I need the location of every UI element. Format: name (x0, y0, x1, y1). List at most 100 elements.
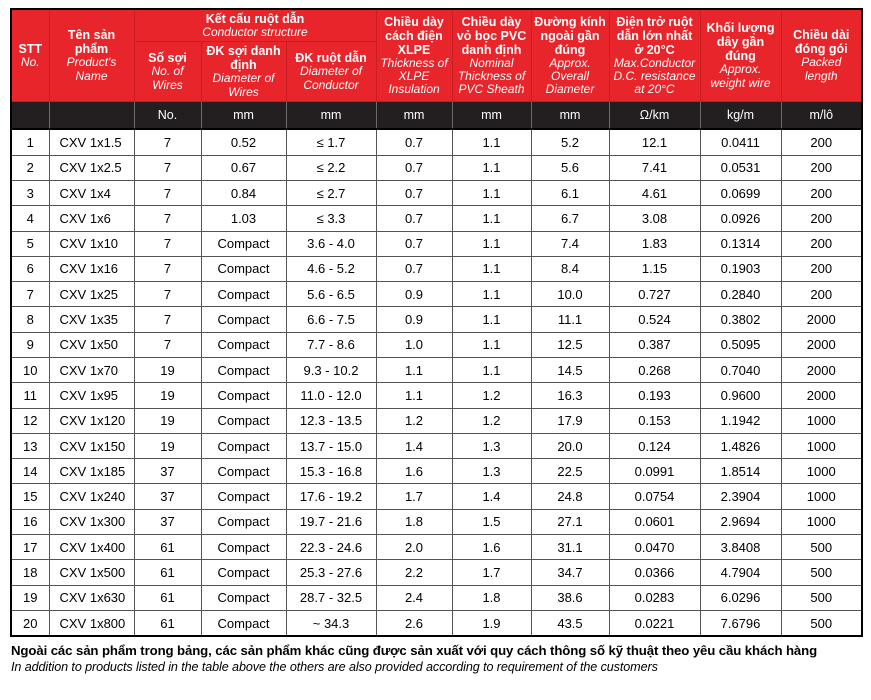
cell-product-name: CXV 1x35 (48, 306, 135, 333)
cell-diameter-of-wires: Compact (200, 609, 287, 638)
cable-specification-table: STT No. Tên sản phẩm Product's Name Kết … (10, 8, 863, 638)
cell-xlpe-insulation: 0.7 (375, 154, 453, 181)
col-header-product-name-en: Product's Name (66, 55, 117, 83)
cell-diameter-of-wires: Compact (200, 230, 287, 257)
cell-overall-diameter: 43.5 (530, 609, 610, 638)
cell-dc-resistance: 0.0754 (608, 483, 701, 510)
cell-overall-diameter: 14.5 (530, 356, 610, 384)
cell-no: 6 (10, 255, 50, 283)
unit-xlpe-insulation: mm (375, 101, 453, 131)
col-header-weight: Khối lượng dây gần đúng Approx. weight w… (699, 8, 782, 103)
cell-weight: 0.1903 (699, 255, 782, 283)
cell-product-name: CXV 1x630 (48, 584, 135, 611)
cell-pvc-sheath: 1.1 (451, 128, 532, 156)
cell-no-of-wires: 61 (133, 559, 202, 586)
cell-weight: 7.6796 (699, 609, 782, 638)
cell-dc-resistance: 0.124 (608, 432, 701, 460)
cell-diameter-of-conductor: 19.7 - 21.6 (285, 508, 377, 536)
cell-no: 2 (10, 154, 50, 181)
col-header-dc-resistance-vn: Điện trở ruột dẫn lớn nhất ở 20°C (616, 14, 693, 57)
cell-pvc-sheath: 1.1 (451, 281, 532, 308)
cell-diameter-of-wires: Compact (200, 534, 287, 561)
cell-overall-diameter: 5.6 (530, 154, 610, 181)
cell-no-of-wires: 61 (133, 584, 202, 611)
cell-product-name: CXV 1x25 (48, 281, 135, 308)
cell-no: 9 (10, 331, 50, 358)
cell-product-name: CXV 1x4 (48, 179, 135, 207)
cell-diameter-of-wires: 0.52 (200, 128, 287, 156)
table-row: 19 CXV 1x630 61 Compact 28.7 - 32.5 2.4 1.8 38.… (10, 584, 863, 611)
cell-diameter-of-conductor: ~ 34.3 (285, 609, 377, 638)
cell-pvc-sheath: 1.6 (451, 534, 532, 561)
cell-no: 13 (10, 432, 50, 460)
cell-packed-length: 500 (780, 609, 863, 638)
col-header-weight-en: Approx. weight wire (710, 62, 771, 90)
cell-product-name: CXV 1x70 (48, 356, 135, 384)
table-row: 4 CXV 1x6 7 1.03 ≤ 3.3 0.7 1.1 6.7 3.08 0.0926 200 (10, 205, 863, 232)
table-row: 9 CXV 1x50 7 Compact 7.7 - 8.6 1.0 1.1 12.5 0.38… (10, 331, 863, 358)
cell-no: 7 (10, 281, 50, 308)
cell-weight: 0.0926 (699, 205, 782, 232)
cell-dc-resistance: 0.524 (608, 306, 701, 333)
cell-packed-length: 500 (780, 559, 863, 586)
unit-dc-resistance: Ω/km (608, 101, 701, 131)
cell-dc-resistance: 12.1 (608, 128, 701, 156)
cell-weight: 6.0296 (699, 584, 782, 611)
cell-no-of-wires: 7 (133, 205, 202, 232)
col-header-product-name-vn: Tên sản phẩm (67, 28, 116, 57)
cell-weight: 1.4826 (699, 432, 782, 460)
cell-pvc-sheath: 1.1 (451, 154, 532, 181)
cell-diameter-of-wires: Compact (200, 483, 287, 510)
cell-product-name: CXV 1x500 (48, 559, 135, 586)
table-row: 1 CXV 1x1.5 7 0.52 ≤ 1.7 0.7 1.1 5.2 12.1 0.0411 2… (10, 128, 863, 156)
col-header-weight-vn: Khối lượng dây gần đúng (706, 21, 775, 64)
cell-diameter-of-conductor: 3.6 - 4.0 (285, 230, 377, 257)
cell-xlpe-insulation: 1.0 (375, 331, 453, 358)
cell-no-of-wires: 7 (133, 255, 202, 283)
cell-diameter-of-conductor: 12.3 - 13.5 (285, 407, 377, 434)
cell-no: 14 (10, 458, 50, 485)
cell-pvc-sheath: 1.1 (451, 255, 532, 283)
cell-pvc-sheath: 1.5 (451, 508, 532, 536)
cell-overall-diameter: 17.9 (530, 407, 610, 434)
cell-diameter-of-wires: 0.67 (200, 154, 287, 181)
cell-weight: 4.7904 (699, 559, 782, 586)
cell-pvc-sheath: 1.4 (451, 483, 532, 510)
cell-packed-length: 2000 (780, 382, 863, 409)
cell-product-name: CXV 1x10 (48, 230, 135, 257)
cell-dc-resistance: 0.0221 (608, 609, 701, 638)
cell-dc-resistance: 1.83 (608, 230, 701, 257)
cell-pvc-sheath: 1.9 (451, 609, 532, 638)
footer-note-english: In addition to products listed in the ta… (11, 660, 658, 675)
cell-weight: 0.0699 (699, 179, 782, 207)
col-header-conductor-structure-en: Conductor structure (202, 25, 308, 39)
cell-diameter-of-wires: Compact (200, 356, 287, 384)
cell-overall-diameter: 8.4 (530, 255, 610, 283)
unit-weight: kg/m (699, 101, 782, 131)
table-row: 5 CXV 1x10 7 Compact 3.6 - 4.0 0.7 1.1 7.4 1.83 0… (10, 230, 863, 257)
cell-no: 12 (10, 407, 50, 434)
cell-pvc-sheath: 1.8 (451, 584, 532, 611)
col-header-diameter-of-wires-vn: ĐK sợi danh định (206, 44, 281, 73)
col-header-xlpe-insulation-en: Thickness of XLPE Insulation (380, 55, 448, 97)
cell-dc-resistance: 0.0366 (608, 559, 701, 586)
unit-product-name (48, 101, 135, 131)
cell-packed-length: 500 (780, 534, 863, 561)
col-header-pvc-sheath-en: Nominal Thickness of PVC Sheath (457, 55, 526, 97)
cell-weight: 3.8408 (699, 534, 782, 561)
cell-dc-resistance: 0.0470 (608, 534, 701, 561)
cell-dc-resistance: 0.268 (608, 356, 701, 384)
header-row-top: STT No. Tên sản phẩm Product's Name Kết … (10, 8, 863, 103)
cell-pvc-sheath: 1.1 (451, 179, 532, 207)
cell-xlpe-insulation: 1.8 (375, 508, 453, 536)
cell-no: 10 (10, 356, 50, 384)
cell-no-of-wires: 37 (133, 508, 202, 536)
cell-xlpe-insulation: 0.7 (375, 128, 453, 156)
col-header-no-of-wires-en: No. of Wires (151, 64, 184, 92)
col-header-no-of-wires: Số sợi No. of Wires (133, 41, 202, 103)
cell-product-name: CXV 1x120 (48, 407, 135, 434)
cell-overall-diameter: 34.7 (530, 559, 610, 586)
cell-weight: 0.0411 (699, 128, 782, 156)
cell-diameter-of-wires: Compact (200, 432, 287, 460)
cell-no: 20 (10, 609, 50, 638)
